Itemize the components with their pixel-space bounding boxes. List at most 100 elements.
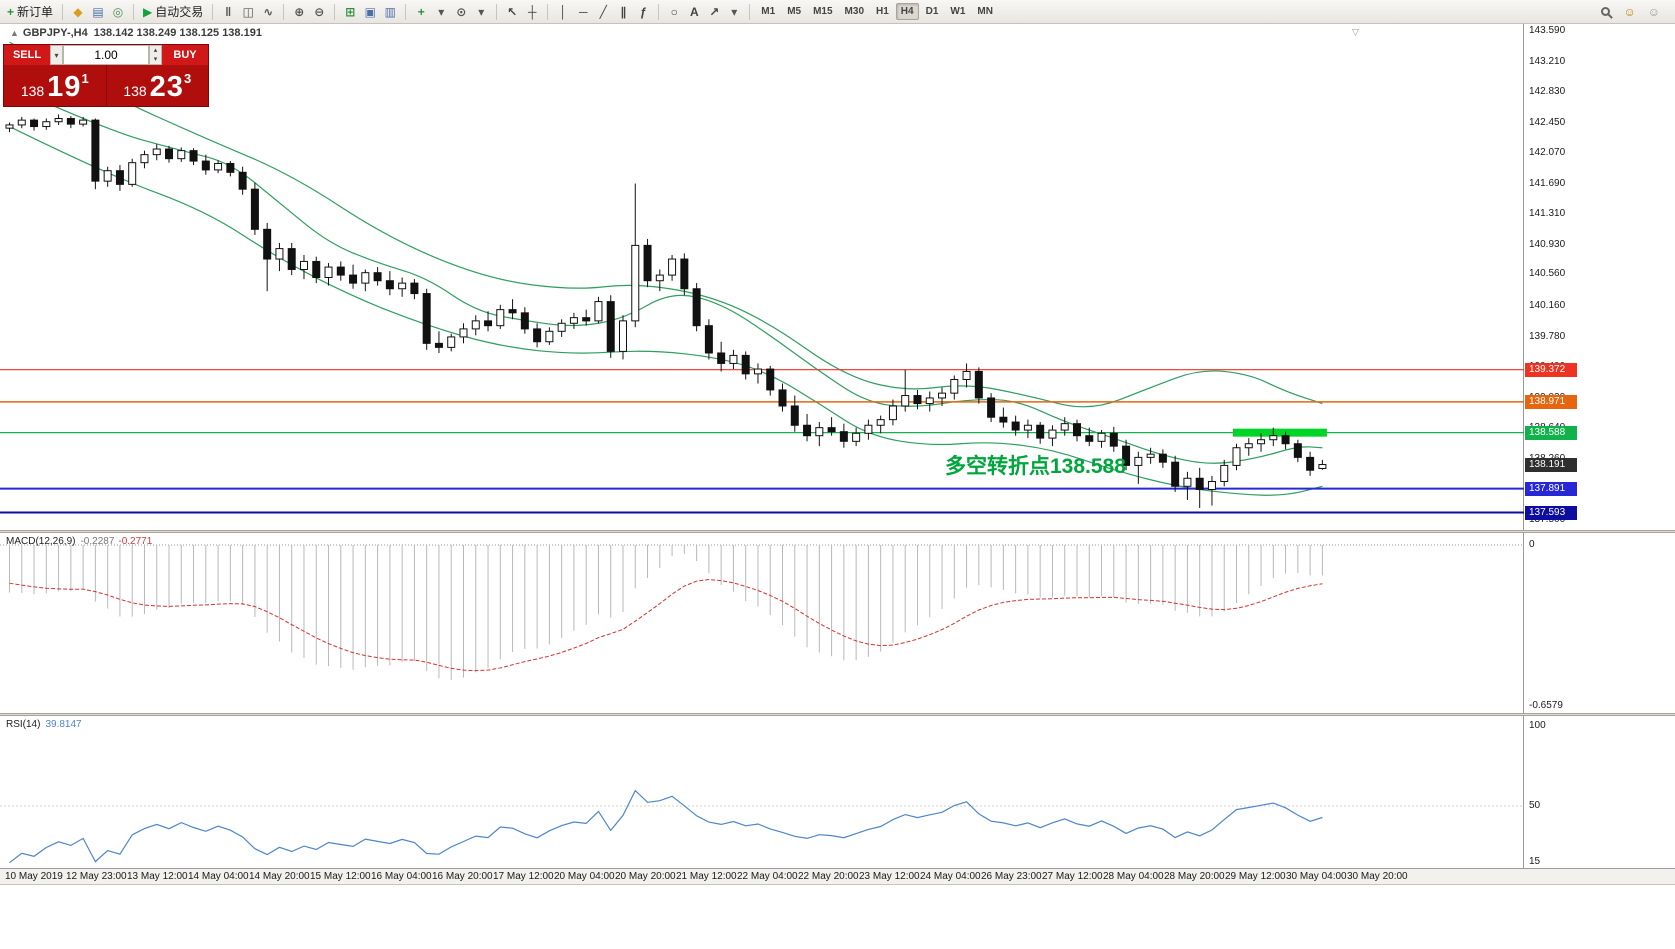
timeframe-m1-button[interactable]: M1 (761, 6, 776, 17)
rsi-panel[interactable] (0, 716, 1524, 868)
toolbar-separator (334, 3, 336, 20)
panel-divider[interactable] (0, 530, 1675, 533)
periods-button-glyph: ⊙ (456, 4, 467, 19)
channel-icon[interactable]: ∥ (614, 2, 632, 22)
auto-trading-button-label: 自动交易 (155, 5, 204, 19)
cascade-windows-icon[interactable]: ▣ (361, 2, 379, 22)
chart-shift-marker-icon[interactable]: ▽ (1352, 27, 1359, 37)
market-watch-icon[interactable]: ◆ (69, 2, 87, 22)
sell-options-caret-icon[interactable]: ▾ (50, 45, 63, 65)
shapes-icon[interactable]: ○ (665, 2, 683, 22)
time-axis-label: 12 May 23:00 (66, 871, 127, 882)
fibonacci-icon[interactable]: ƒ (634, 2, 652, 22)
objects-caret-icon-glyph: ▾ (731, 4, 738, 19)
time-axis-label: 27 May 12:00 (1042, 871, 1103, 882)
time-axis-label: 20 May 04:00 (554, 871, 615, 882)
macd-panel[interactable] (0, 533, 1524, 713)
cursor-icon[interactable]: ↖ (503, 2, 521, 22)
new-order-button[interactable]: + 新订单 (4, 2, 56, 22)
timeframe-h1-button[interactable]: H1 (876, 6, 889, 17)
timeframe-m5-button[interactable]: M5 (787, 6, 802, 17)
navigator-icon[interactable]: ◎ (109, 2, 127, 22)
chart-symbol-icon: ▲ (10, 28, 19, 38)
price-axis-label: 0 (1529, 539, 1535, 550)
bollinger-lower-band (9, 126, 1323, 496)
auto-trading-button[interactable]: ▶ 自动交易 (140, 2, 206, 22)
time-axis-label: 16 May 04:00 (371, 871, 432, 882)
vertical-line-icon-glyph: │ (559, 4, 568, 19)
timeframe-m30-button[interactable]: M30 (844, 6, 864, 17)
rsi-value: 39.8147 (45, 719, 82, 730)
text-icon[interactable]: A (685, 2, 703, 22)
trendline-icon-glyph: ╱ (599, 4, 607, 19)
line-chart-icon[interactable]: ∿ (259, 2, 277, 22)
price-level-tag: 138.588 (1525, 425, 1577, 440)
macd-name: MACD(12,26,9) (6, 536, 76, 547)
timeframe-h4-button[interactable]: H4 (895, 3, 919, 20)
timeframe-d1-button[interactable]: D1 (925, 6, 939, 17)
volume-up-icon[interactable]: ▴ (153, 47, 158, 54)
indicators-caret-icon[interactable]: ▾ (432, 2, 450, 22)
vertical-line-icon[interactable]: │ (554, 2, 572, 22)
tile-windows-icon[interactable]: ⊞ (341, 2, 359, 22)
timeframe-m15-button[interactable]: M15 (813, 6, 833, 17)
buy-price-base: 138 (123, 83, 147, 99)
market-watch-icon-glyph: ◆ (73, 4, 83, 19)
price-level-tag: 137.891 (1525, 481, 1577, 496)
search-icon[interactable] (1596, 2, 1614, 22)
channel-icon-glyph: ∥ (620, 4, 627, 19)
periods-caret-icon[interactable]: ▾ (472, 2, 490, 22)
crosshair-icon[interactable]: ┼ (523, 2, 541, 22)
price-axis[interactable]: 143.590 143.210 142.830 142.450 142.070 141.6… (1525, 24, 1675, 868)
toolbar-separator (547, 3, 549, 20)
bar-chart-icon-glyph: ‖ (225, 4, 232, 19)
sell-button[interactable]: SELL (4, 45, 50, 65)
zoom-out-icon[interactable]: ⊖ (310, 2, 328, 22)
time-axis-label: 30 May 20:00 (1347, 871, 1408, 882)
trade-panel-controls: SELL ▾ ▴ ▾ BUY (4, 45, 208, 65)
smiley-icon-1[interactable]: ☺ (1620, 2, 1638, 22)
toolbar-separator (405, 3, 407, 20)
arrange-windows-icon[interactable]: ▥ (381, 2, 399, 22)
macd-main-value: -0.2287 (80, 536, 115, 547)
time-axis-label: 22 May 04:00 (737, 871, 798, 882)
chart-area[interactable]: ▽ 多空转折点138.588 (0, 24, 1524, 530)
volume-stepper[interactable]: ▴ ▾ (149, 45, 162, 65)
horizontal-line-icon[interactable]: ─ (574, 2, 592, 22)
arrows-icon[interactable]: ↗ (705, 2, 723, 22)
sell-price[interactable]: 138 191 (4, 65, 106, 106)
price-axis-label: 142.070 (1529, 147, 1566, 159)
time-axis-label: 13 May 12:00 (127, 871, 188, 882)
volume-input[interactable] (63, 45, 149, 65)
periods-button[interactable]: ⊙ (452, 2, 470, 22)
time-axis-label: 21 May 12:00 (676, 871, 737, 882)
sell-price-point: 1 (81, 71, 89, 86)
highlight-segment[interactable] (1233, 428, 1327, 437)
panel-divider[interactable] (0, 713, 1675, 716)
data-window-icon[interactable]: ▤ (89, 2, 107, 22)
time-axis-label: 14 May 04:00 (188, 871, 249, 882)
zoom-in-icon[interactable]: ⊕ (290, 2, 308, 22)
candlestick-chart-icon[interactable]: ◫ (239, 2, 257, 22)
volume-down-icon[interactable]: ▾ (153, 56, 158, 63)
buy-price[interactable]: 138 233 (105, 65, 208, 106)
toolbar-separator (658, 3, 660, 20)
time-axis-label: 28 May 20:00 (1164, 871, 1225, 882)
objects-caret-icon[interactable]: ▾ (725, 2, 743, 22)
timeframe-mn-button[interactable]: MN (977, 6, 993, 17)
rsi-line (9, 789, 1323, 864)
indicators-button[interactable]: + (412, 2, 430, 22)
time-axis-label: 30 May 04:00 (1286, 871, 1347, 882)
price-axis-label: 140.930 (1529, 238, 1566, 250)
crosshair-icon-glyph: ┼ (528, 4, 537, 19)
smiley-icon-2[interactable]: ☺ (1645, 2, 1663, 22)
buy-button[interactable]: BUY (162, 45, 208, 65)
bar-chart-icon[interactable]: ‖ (219, 2, 237, 22)
chart-annotation-text[interactable]: 多空转折点138.588 (945, 455, 1126, 478)
candlestick-chart[interactable] (0, 24, 1524, 530)
time-axis[interactable]: 10 May 2019 12 May 23:00 13 May 12:00 14 Ma… (0, 868, 1675, 885)
trendline-icon[interactable]: ╱ (594, 2, 612, 22)
time-axis-label: 26 May 23:00 (981, 871, 1042, 882)
price-axis-label: 15 (1529, 856, 1541, 867)
timeframe-w1-button[interactable]: W1 (950, 6, 966, 17)
